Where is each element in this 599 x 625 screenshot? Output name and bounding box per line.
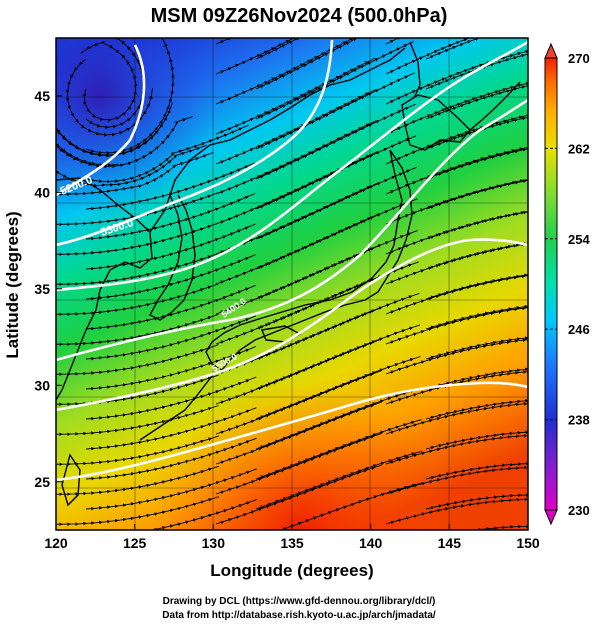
y-tick-label: 45 — [34, 88, 50, 104]
y-tick-label: 40 — [34, 184, 50, 200]
x-axis-label: Longitude (degrees) — [210, 561, 373, 580]
x-tick-label: 150 — [516, 535, 540, 551]
x-tick-label: 135 — [280, 535, 304, 551]
colorbar-tick-label: 230 — [568, 503, 590, 518]
x-tick-label: 120 — [44, 535, 68, 551]
credit-data: Data from http://database.rish.kyoto-u.a… — [162, 610, 436, 621]
contour-5500 — [56, 98, 528, 362]
x-tick-label: 130 — [202, 535, 226, 551]
y-tick-label: 30 — [34, 377, 50, 393]
colorbar-tick-label: 262 — [568, 141, 590, 156]
y-axis-label: Latitude (degrees) — [3, 211, 22, 358]
map-title: MSM 09Z26Nov2024 (500.0hPa) — [151, 5, 448, 27]
colorbar-ticks: 230 238 246 254 262 270 — [545, 51, 590, 518]
streamline — [430, 524, 528, 530]
contour-5600 — [56, 238, 528, 412]
contour-5300 — [56, 39, 334, 247]
colorbar-tick-label: 246 — [568, 322, 590, 337]
colorbar-scale — [544, 57, 558, 511]
x-tick-label: 140 — [359, 535, 383, 551]
colorbar-tick-label: 238 — [568, 413, 590, 428]
contour-5200 — [56, 44, 146, 197]
x-axis-ticks: 120 125 130 135 140 145 150 — [44, 524, 540, 551]
contour-5400 — [56, 40, 528, 292]
x-tick-label: 125 — [123, 535, 147, 551]
y-axis-ticks: 25 30 35 40 45 — [34, 88, 62, 490]
streamline — [385, 336, 528, 375]
colorbar-top-arrow — [544, 42, 558, 59]
wind-streamlines — [56, 38, 528, 530]
colorbar-tick-label: 254 — [568, 232, 590, 247]
colorbar: 230 238 246 254 262 270 — [544, 42, 590, 526]
contour-5700 — [56, 381, 528, 482]
streamline — [91, 499, 258, 530]
streamline — [260, 482, 423, 530]
credit-drawing: Drawing by DCL (https://www.gfd-dennou.o… — [163, 596, 436, 607]
colorbar-bottom-arrow — [544, 509, 558, 526]
height-contours — [56, 39, 528, 482]
colorbar-tick-label: 270 — [568, 51, 590, 66]
y-tick-label: 25 — [34, 474, 50, 490]
plot-area: 5200.0 5300.0 5400.0 5500.0 — [56, 38, 528, 530]
x-tick-label: 145 — [438, 535, 462, 551]
y-tick-label: 35 — [34, 281, 50, 297]
